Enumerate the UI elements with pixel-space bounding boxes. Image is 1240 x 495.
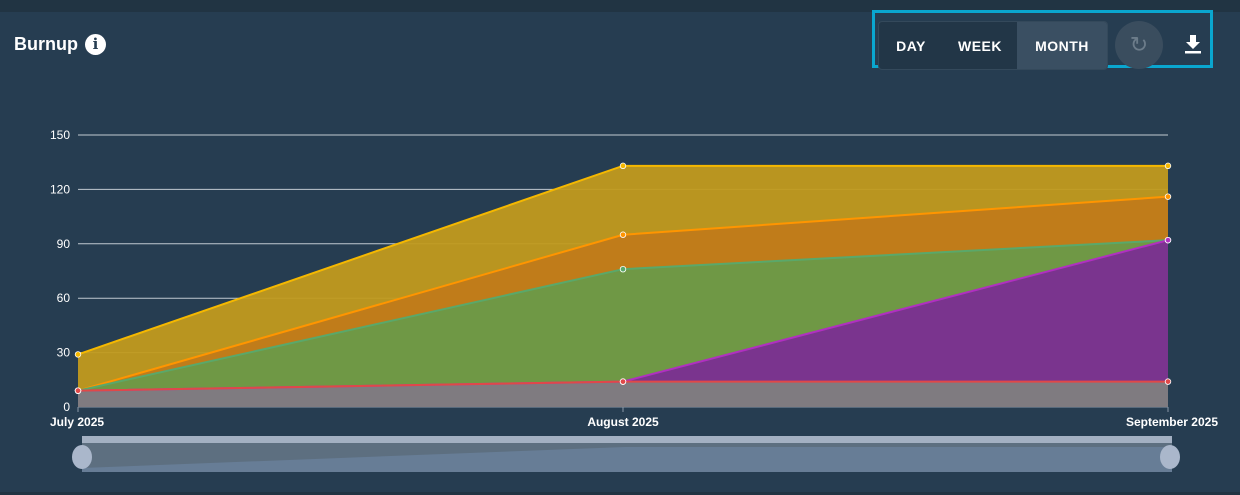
page-title: Burnup (14, 34, 78, 54)
day-button[interactable]: DAY (896, 37, 926, 54)
y-tick-label: 30 (57, 346, 71, 360)
data-point (1164, 236, 1172, 244)
week-button[interactable]: WEEK (958, 37, 1002, 54)
download-icon[interactable] (1183, 33, 1203, 55)
x-tick-label: September 2025 (1126, 415, 1218, 429)
period-selector: DAY WEEK MONTH (878, 21, 1108, 70)
toolbar: DAY WEEK MONTH ↻ (872, 10, 1213, 70)
data-point (1164, 162, 1172, 170)
data-point (1164, 378, 1172, 385)
range-navigator[interactable] (72, 436, 1180, 472)
data-point (619, 378, 627, 385)
navigator-series (82, 447, 1172, 472)
data-point (619, 231, 627, 238)
data-point (74, 351, 82, 358)
info-icon[interactable]: i (85, 34, 106, 55)
navigator-right-handle[interactable] (1160, 445, 1180, 469)
navigator-scrollbar[interactable] (82, 436, 1172, 443)
y-tick-label: 120 (50, 182, 70, 196)
series-area-3 (78, 240, 1168, 407)
y-tick-label: 0 (63, 400, 70, 414)
data-point (74, 387, 82, 394)
x-tick-label: July 2025 (50, 415, 104, 429)
y-tick-label: 60 (57, 291, 71, 305)
month-button[interactable]: MONTH (1017, 22, 1107, 69)
navigator-left-handle[interactable] (72, 445, 92, 469)
refresh-icon[interactable]: ↻ (1115, 21, 1163, 69)
series-area-4 (78, 381, 1168, 407)
y-tick-label: 150 (50, 128, 70, 142)
data-point (619, 265, 627, 273)
data-point (619, 162, 627, 170)
y-tick-label: 90 (57, 237, 71, 251)
data-point (1164, 193, 1172, 200)
x-tick-label: August 2025 (587, 415, 659, 429)
